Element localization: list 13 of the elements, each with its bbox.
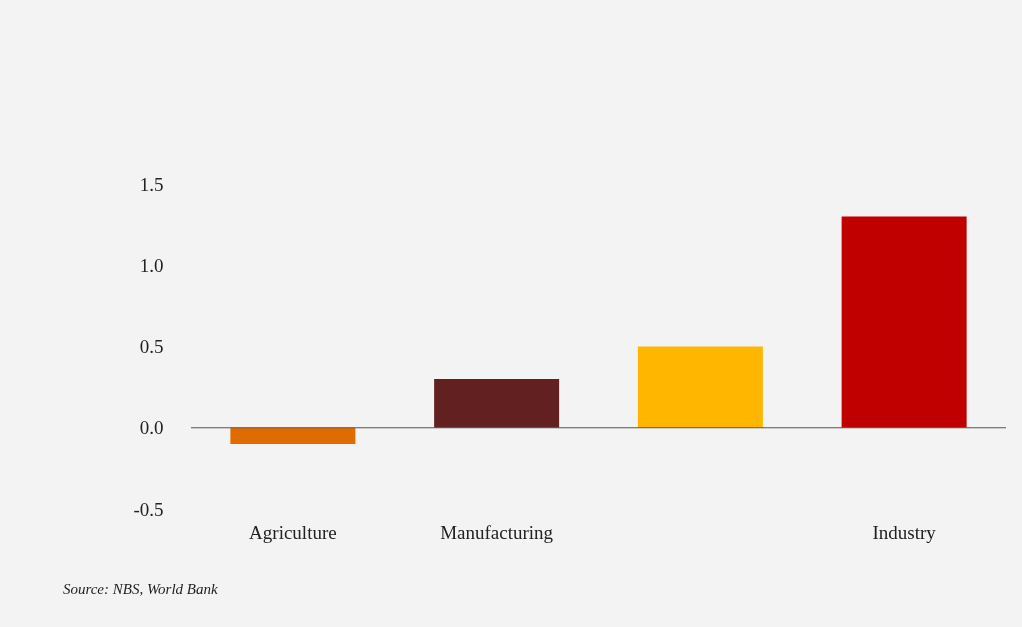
y-tick-label: 1.5 — [139, 173, 164, 195]
bar — [841, 216, 967, 428]
y-tick-label: 0.0 — [139, 417, 164, 439]
y-tick-label: 1.0 — [139, 254, 164, 276]
source-note: Source: NBS, World Bank — [62, 581, 218, 597]
bar — [230, 427, 356, 444]
y-tick-label: -0.5 — [133, 498, 164, 520]
bar — [434, 379, 560, 428]
x-tick-label: Manufacturing — [440, 521, 554, 543]
x-tick-label: Agriculture — [249, 521, 337, 543]
y-tick-label: 0.5 — [139, 336, 164, 357]
bar — [637, 346, 763, 428]
x-tick-label: Industry — [872, 521, 937, 543]
